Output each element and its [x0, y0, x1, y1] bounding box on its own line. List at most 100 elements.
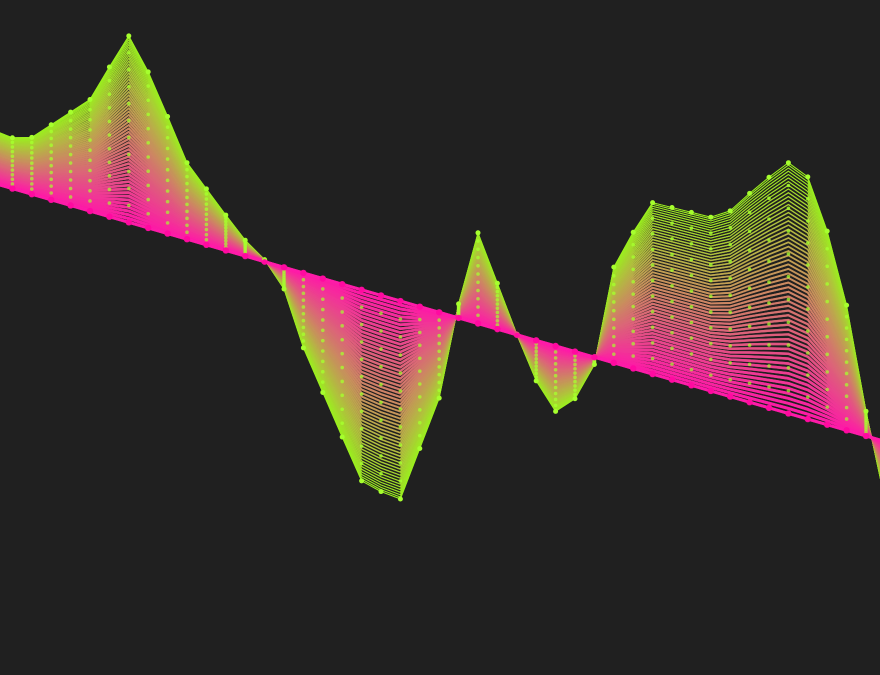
- wave-node: [670, 330, 674, 335]
- wave-top-node: [320, 389, 326, 395]
- wave-top-node: [165, 113, 171, 119]
- wave-node: [495, 302, 500, 306]
- wave-node: [30, 161, 34, 165]
- wave-node: [573, 362, 577, 367]
- wave-node: [437, 388, 442, 393]
- wave-nodes-group: [9, 33, 870, 502]
- wave-node: [476, 296, 480, 301]
- wave-node: [747, 229, 752, 234]
- interpolated-wave-line: [0, 176, 880, 448]
- wave-node: [146, 155, 150, 159]
- wave-node: [495, 306, 500, 311]
- wave-node: [573, 371, 577, 375]
- wave-node: [495, 289, 500, 294]
- wave-node: [844, 394, 849, 399]
- wave-node: [495, 285, 500, 290]
- wave-node: [806, 329, 810, 333]
- wave-node: [398, 317, 403, 321]
- wave-node: [49, 191, 53, 195]
- wave-node: [321, 359, 325, 364]
- wave-node: [224, 229, 228, 233]
- final-line-node: [262, 259, 268, 265]
- wave-node: [146, 197, 150, 202]
- wave-node: [49, 157, 53, 161]
- wave-node: [49, 136, 53, 141]
- wave-node: [612, 343, 616, 348]
- wave-node: [127, 152, 131, 157]
- wave-node: [68, 144, 73, 148]
- wave-node: [728, 225, 732, 230]
- wave-node: [495, 310, 500, 315]
- wave-node: [650, 216, 655, 221]
- wave-node: [631, 279, 635, 284]
- wave-node: [747, 286, 752, 291]
- wave-node: [553, 403, 558, 408]
- wave-node: [806, 219, 810, 223]
- wave-node: [553, 356, 558, 360]
- interpolated-wave-line: [0, 162, 880, 454]
- wave-node: [68, 127, 73, 131]
- wave-node: [495, 293, 500, 298]
- wave-node: [844, 383, 849, 387]
- wave-node: [573, 384, 577, 388]
- wave-node: [476, 313, 480, 318]
- wave-node: [747, 324, 752, 329]
- wave-node: [495, 314, 500, 319]
- interpolated-wave-line: [0, 141, 880, 459]
- wave-node: [612, 282, 616, 287]
- wave-node: [709, 325, 713, 330]
- wave-node: [301, 298, 306, 302]
- wave-top-node: [475, 230, 481, 236]
- wave-node: [786, 343, 791, 347]
- wave-node: [204, 237, 209, 242]
- wave-node: [146, 169, 150, 173]
- wave-node: [728, 259, 732, 264]
- wave-node: [301, 325, 306, 330]
- wave-top-node: [436, 395, 442, 401]
- wave-node: [10, 177, 15, 182]
- interpolated-wave-line: [0, 181, 880, 444]
- wave-node: [359, 426, 364, 431]
- wave-node: [146, 183, 150, 188]
- wave-top-node: [106, 64, 112, 70]
- final-line-node: [417, 304, 423, 310]
- final-line-node: [456, 315, 462, 321]
- final-line-node: [533, 337, 539, 343]
- wave-node: [631, 329, 635, 334]
- interpolated-wave-line: [0, 130, 880, 461]
- wave-node: [107, 119, 112, 124]
- wave-node: [10, 172, 15, 177]
- wave-node: [301, 277, 306, 282]
- wave-top-node: [553, 408, 559, 414]
- wave-node: [321, 307, 325, 312]
- wave-node: [127, 84, 131, 89]
- final-line-node: [824, 422, 830, 428]
- wave-node: [767, 301, 771, 305]
- wave-node: [553, 385, 558, 390]
- wave-top-node: [805, 174, 811, 180]
- wave-top-node: [126, 33, 132, 39]
- wave-node: [650, 232, 655, 236]
- final-line-node: [630, 365, 636, 372]
- wave-node: [146, 141, 150, 145]
- wave-node: [301, 284, 306, 289]
- final-line-node: [727, 393, 733, 400]
- wave-node: [650, 247, 655, 252]
- wave-node: [224, 226, 228, 230]
- wave-node: [573, 379, 577, 384]
- wave-node: [612, 352, 616, 356]
- wave-node: [631, 341, 635, 346]
- wave-node: [359, 340, 364, 344]
- wave-node: [68, 178, 73, 182]
- final-line-node: [242, 253, 248, 259]
- wave-node: [631, 304, 635, 309]
- wave-node: [747, 362, 752, 367]
- wave-node: [88, 158, 92, 163]
- wave-node: [10, 182, 15, 186]
- final-line-node: [339, 281, 345, 287]
- wave-node: [321, 349, 325, 353]
- wave-node: [107, 201, 112, 205]
- wave-node: [747, 343, 752, 348]
- wave-top-node: [9, 135, 15, 141]
- wave-node: [631, 354, 635, 358]
